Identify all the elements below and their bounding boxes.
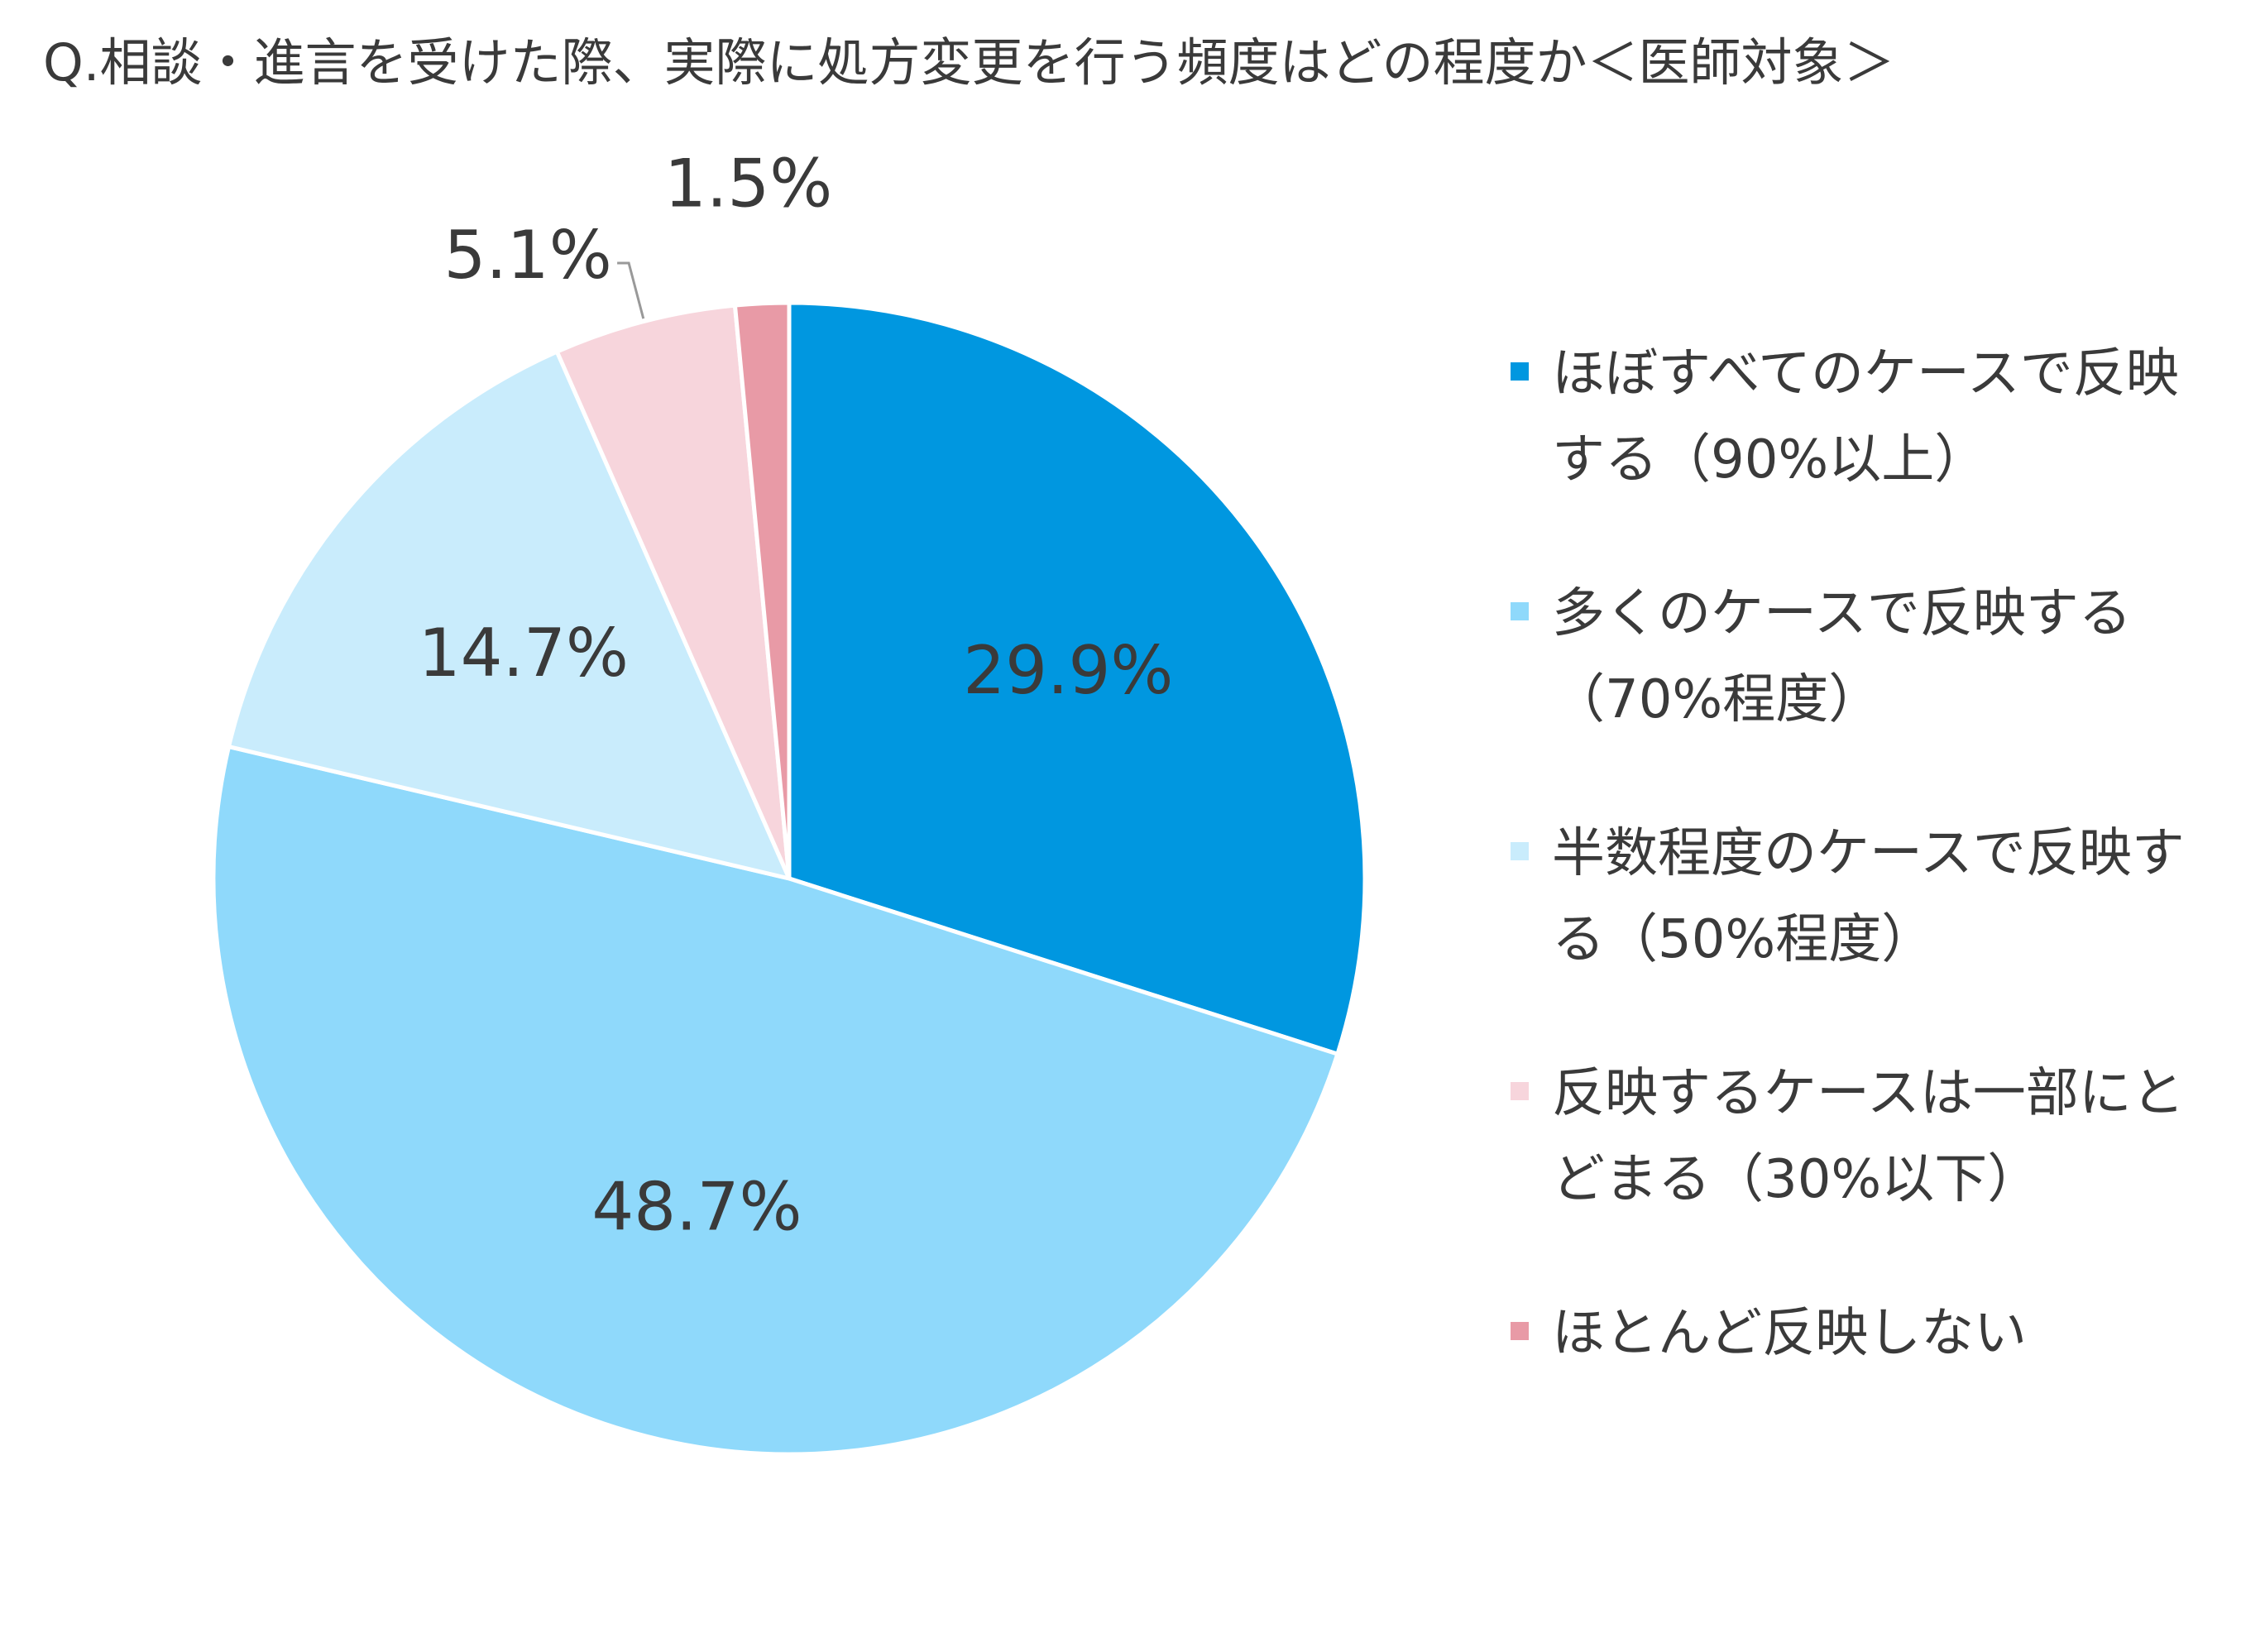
data-label: 29.9%	[963, 632, 1173, 709]
legend-label: ほぼすべてのケースで反映する（90%以上）	[1552, 343, 2179, 491]
legend-item: ほとんど反映しない	[1511, 1290, 2214, 1377]
data-label: 5.1%	[443, 217, 611, 294]
legend-label: 半数程度のケースで反映する（50%程度）	[1552, 823, 2185, 970]
data-label: 48.7%	[591, 1168, 802, 1245]
legend-item: ほぼすべてのケースで反映する（90%以上）	[1511, 331, 2214, 503]
data-label: 14.7%	[419, 615, 629, 692]
pie-slice	[787, 300, 1367, 1057]
pie-slice	[226, 348, 793, 882]
legend-marker	[1511, 602, 1529, 620]
legend-marker	[1511, 362, 1529, 381]
pie-slice	[554, 303, 792, 880]
leader-line	[617, 261, 645, 319]
pie-slice	[211, 744, 1341, 1457]
legend-item: 多くのケースで反映する（70%程度）	[1511, 571, 2214, 743]
legend-item: 半数程度のケースで反映する（50%程度）	[1511, 811, 2214, 983]
legend-item: 反映するケースは一部にとどまる（30%以下）	[1511, 1051, 2214, 1223]
data-label: 1.5%	[664, 146, 832, 223]
legend-label: 反映するケースは一部にとどまる（30%以下）	[1552, 1063, 2185, 1210]
chart-title: Q.相談・進言を受けた際、実際に処方変更を行う頻度はどの程度か＜医師対象＞	[43, 32, 1895, 93]
legend-marker	[1511, 842, 1529, 860]
legend-marker	[1511, 1322, 1529, 1340]
legend: ほぼすべてのケースで反映する（90%以上） 多くのケースで反映する（70%程度） 半…	[1511, 331, 2214, 1444]
legend-label: ほとんど反映しない	[1552, 1303, 2028, 1364]
legend-label: 多くのケースで反映する（70%程度）	[1552, 583, 2132, 730]
pie-slice	[732, 300, 792, 879]
legend-marker	[1511, 1082, 1529, 1100]
